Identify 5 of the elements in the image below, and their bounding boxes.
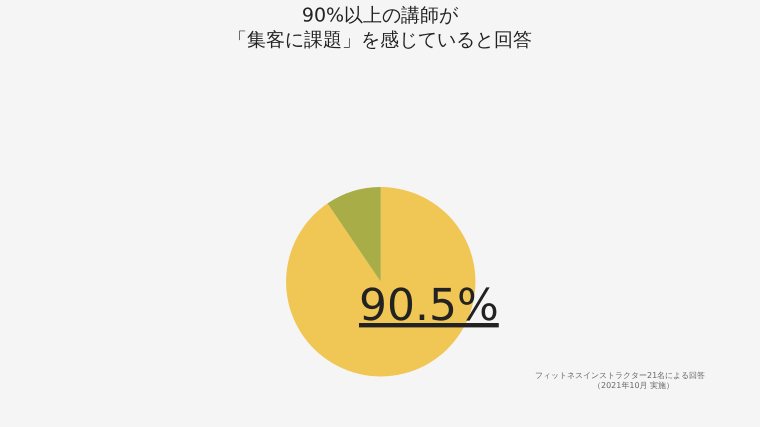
pie-slice bbox=[328, 187, 381, 282]
text: （2021年10月 実施） bbox=[593, 381, 674, 390]
chart-subtitle: 「集客に課題」を感じていると回答 bbox=[228, 29, 532, 52]
text: フィットネスインストラクター21名による回答 bbox=[535, 371, 706, 380]
chart-title: 90%以上の講師が bbox=[302, 4, 460, 26]
